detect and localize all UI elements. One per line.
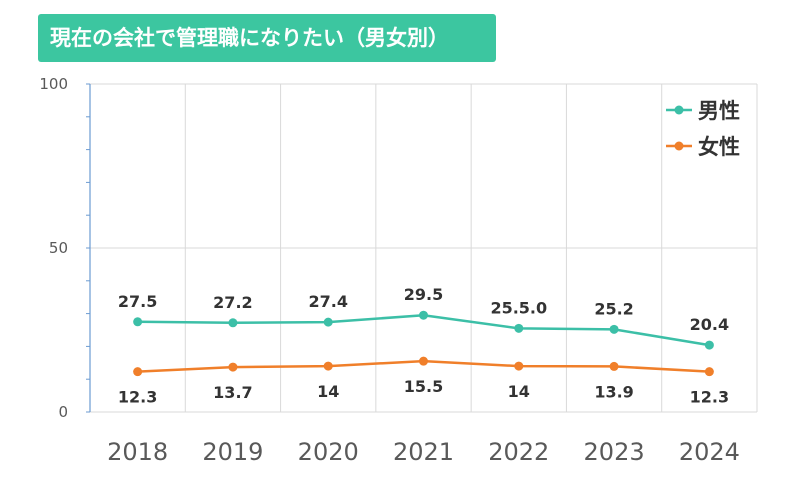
y-tick-label: 100 xyxy=(39,75,68,93)
data-label: 27.4 xyxy=(308,292,347,311)
data-point xyxy=(228,362,238,372)
data-point xyxy=(323,361,333,371)
chart-title: 現在の会社で管理職になりたい（男女別） xyxy=(38,14,496,62)
x-tick-label: 2018 xyxy=(107,438,168,466)
data-point xyxy=(514,361,524,371)
x-tick-label: 2021 xyxy=(393,438,454,466)
x-tick-label: 2024 xyxy=(679,438,740,466)
data-label: 13.7 xyxy=(213,383,252,402)
data-label: 13.9 xyxy=(594,382,633,401)
data-label: 14 xyxy=(317,382,339,401)
legend-label: 男性 xyxy=(698,99,740,123)
data-point xyxy=(704,367,714,377)
data-point xyxy=(419,356,428,366)
series: 27.5 27.2 27.4 29.5 25.5.0 25.2 20.4 12.3 13.7 14… xyxy=(118,285,729,406)
data-label: 27.2 xyxy=(213,293,252,312)
axes: 0 50 100 2018 2019 2020 2021 2022 2023 2024 xyxy=(39,75,740,466)
grid xyxy=(90,83,758,413)
data-point xyxy=(323,317,333,327)
data-point xyxy=(609,324,619,334)
legend-marker xyxy=(674,105,684,115)
data-label: 29.5 xyxy=(404,285,443,304)
data-point xyxy=(133,317,143,327)
data-point xyxy=(228,318,238,328)
x-tick-label: 2020 xyxy=(298,438,359,466)
x-tick-label: 2023 xyxy=(584,438,645,466)
y-tick-label: 50 xyxy=(49,239,68,257)
data-label: 15.5 xyxy=(404,377,443,396)
data-point xyxy=(704,340,714,350)
x-tick-label: 2019 xyxy=(202,438,263,466)
data-point xyxy=(514,323,524,333)
data-label: 27.5 xyxy=(118,292,157,311)
data-point xyxy=(133,367,143,377)
data-label: 20.4 xyxy=(690,315,729,334)
data-label: 14 xyxy=(508,382,530,401)
x-tick-label: 2022 xyxy=(488,438,549,466)
data-label: 12.3 xyxy=(118,388,157,407)
legend-label: 女性 xyxy=(698,135,740,159)
data-label: 25.2 xyxy=(594,299,633,318)
data-point xyxy=(609,361,619,371)
data-label: 25.5.0 xyxy=(490,298,547,317)
data-point xyxy=(419,310,428,320)
legend-marker xyxy=(674,141,684,151)
data-label: 12.3 xyxy=(690,388,729,407)
y-tick-label: 0 xyxy=(58,403,68,421)
